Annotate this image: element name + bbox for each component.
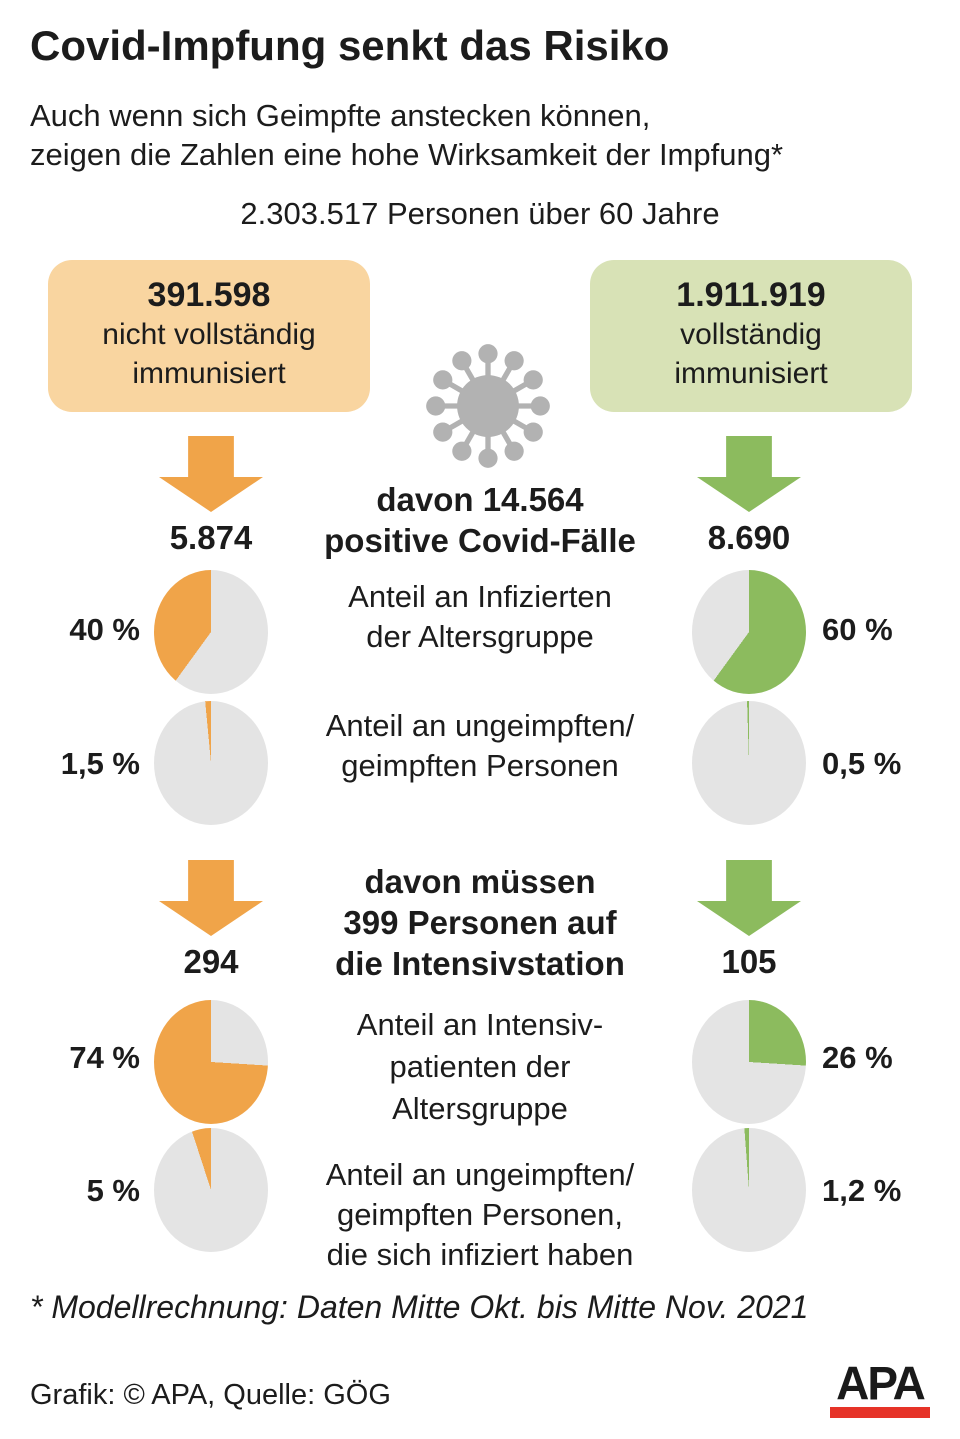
pie-icu-share-of-infected-vaccinated [692,1128,806,1252]
subtitle: Auch wenn sich Geimpfte anstecken können… [30,96,783,174]
pie-share-of-unvaccinated [154,701,268,825]
apa-logo: APA [830,1360,930,1418]
group-box-fully-immunized: 1.911.919 vollständig immunisiert [590,260,912,412]
pie-row-label-line: Anteil an ungeimpften/ [325,1157,635,1192]
pie-icu-share-unvaccinated [154,1000,268,1124]
pie-row-label: Anteil an ungeimpften/ geimpften Persone… [262,706,698,786]
down-arrow-unvaccinated-icu-icon [159,860,263,936]
pct-label-right: 60 % [822,612,893,647]
pct-label-left: 40 % [69,612,140,647]
apa-logo-red-bar [830,1407,930,1418]
pie-icu-share-vaccinated [692,1000,806,1124]
subtitle-line-1: Auch wenn sich Geimpfte anstecken können… [30,98,651,133]
pct-label-left: 1,5 % [60,746,140,781]
cases-count-vaccinated: 8.690 [707,519,791,556]
pie-row-label-line: geimpften Personen [341,748,619,783]
pie-row-label: Anteil an Intensiv- patienten der Alters… [262,1004,698,1130]
group-label-line-2: immunisiert [674,357,828,390]
pie-row-label-line: der Altersgruppe [366,619,594,654]
group-count-not-fully-immunized: 391.598 [147,276,271,314]
group-count-fully-immunized: 1.911.919 [676,276,826,314]
pct-label-right: 26 % [822,1040,893,1075]
page-title: Covid-Impfung senkt das Risiko [30,22,670,69]
cases-total-line-1: davon 14.564 [376,481,584,518]
down-arrow-vaccinated-icu-icon [697,860,801,936]
pie-row-label: Anteil an Infizierten der Altersgruppe [262,577,698,657]
down-arrow-vaccinated-cases-icon [697,436,801,512]
pie-row-label-line: patienten der [389,1049,571,1084]
pie-row-label-line: Anteil an ungeimpften/ [325,708,635,743]
pie-row-label: Anteil an ungeimpften/ geimpften Persone… [262,1155,698,1275]
icu-total-line-3: die Intensivstation [335,945,625,982]
pie-infected-share-vaccinated [692,570,806,694]
group-label-line-1: vollständig [680,318,822,351]
virus-icon [426,344,550,468]
icu-total-text: davon müssen 399 Personen auf die Intens… [270,861,690,984]
cases-count-unvaccinated: 5.874 [169,519,253,556]
credit-line: Grafik: © APA, Quelle: GÖG [30,1379,391,1411]
pie-row-label-line: die sich infiziert haben [326,1237,634,1272]
icu-count-unvaccinated: 294 [183,943,239,980]
pie-row-label-line: Anteil an Intensiv- [356,1007,604,1042]
icu-total-line-2: 399 Personen auf [343,904,617,941]
pct-label-right: 1,2 % [822,1173,902,1208]
cases-total-line-2: positive Covid-Fälle [324,522,636,559]
pie-row-label-line: geimpften Personen, [336,1197,624,1232]
cases-total-text: davon 14.564 positive Covid-Fälle [270,479,690,561]
group-box-not-fully-immunized: 391.598 nicht vollständig immunisiert [48,260,370,412]
group-label-line-2: immunisiert [132,357,286,390]
pie-share-of-vaccinated [692,701,806,825]
apa-logo-text: APA [836,1356,926,1410]
icu-total-line-1: davon müssen [364,863,596,900]
pie-icu-share-of-infected-unvaccinated [154,1128,268,1252]
pie-row-label-line: Altersgruppe [392,1091,568,1126]
pct-label-left: 5 % [86,1173,140,1208]
pie-row-label-line: Anteil an Infizierten [348,579,612,614]
footnote: * Modellrechnung: Daten Mitte Okt. bis M… [30,1289,809,1325]
pie-infected-share-unvaccinated [154,570,268,694]
pct-label-right: 0,5 % [822,746,902,781]
population-total-label: 2.303.517 Personen über 60 Jahre [240,196,720,231]
pct-label-left: 74 % [69,1040,140,1075]
down-arrow-unvaccinated-cases-icon [159,436,263,512]
subtitle-line-2: zeigen die Zahlen eine hohe Wirksamkeit … [30,137,784,172]
group-label-line-1: nicht vollständig [102,318,316,351]
icu-count-vaccinated: 105 [721,943,777,980]
